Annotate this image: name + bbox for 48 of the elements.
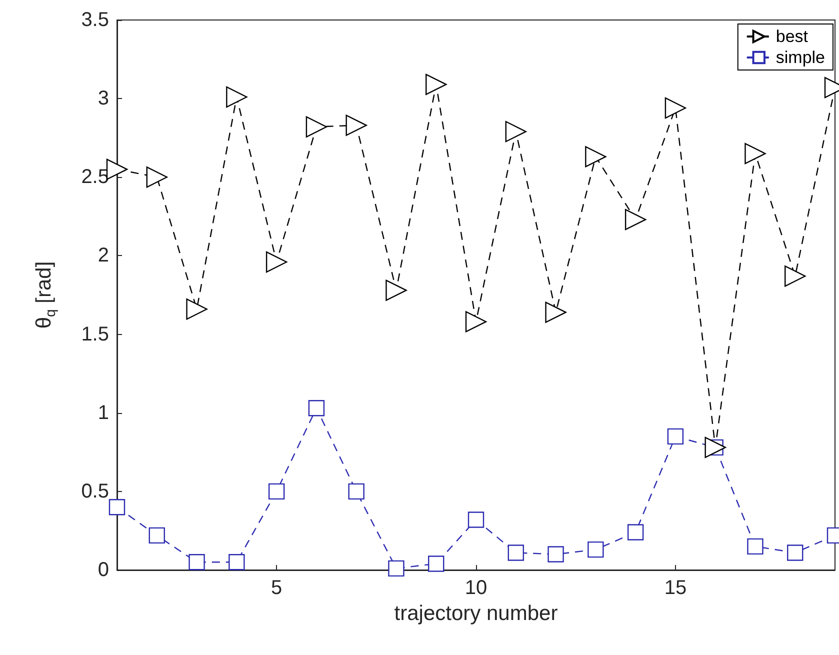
y-tick-label: 3 bbox=[98, 88, 109, 110]
point bbox=[306, 116, 328, 138]
y-axis-title: θq [rad] bbox=[32, 261, 58, 329]
point bbox=[428, 556, 444, 572]
point bbox=[108, 499, 126, 516]
point bbox=[268, 483, 285, 500]
y-tick-label: 1 bbox=[98, 402, 109, 424]
point bbox=[744, 142, 766, 164]
x-tick-label: 5 bbox=[270, 577, 282, 599]
y-tick-label: 3.5 bbox=[81, 9, 109, 31]
point bbox=[188, 554, 205, 570]
point bbox=[426, 74, 447, 96]
point bbox=[545, 302, 566, 323]
y-tick-label: 0 bbox=[98, 559, 109, 581]
point bbox=[787, 544, 804, 561]
point bbox=[548, 546, 564, 562]
point bbox=[508, 544, 524, 561]
point bbox=[308, 400, 325, 416]
y-tick-label: 0.5 bbox=[81, 480, 109, 502]
point bbox=[627, 524, 644, 540]
x-axis-title: trajectory number bbox=[394, 602, 558, 625]
point bbox=[386, 280, 407, 301]
point bbox=[585, 146, 606, 168]
y-tick-label: 2 bbox=[98, 244, 109, 267]
point bbox=[505, 120, 526, 142]
point bbox=[784, 266, 806, 287]
point bbox=[747, 538, 764, 555]
point bbox=[465, 311, 487, 332]
point bbox=[588, 541, 604, 558]
point bbox=[226, 86, 248, 108]
y-tick-label: 1.5 bbox=[81, 323, 109, 346]
point bbox=[266, 251, 288, 273]
point bbox=[106, 158, 128, 180]
point bbox=[667, 428, 684, 445]
legend-label: best bbox=[776, 27, 808, 46]
point bbox=[388, 560, 404, 577]
point bbox=[186, 298, 208, 320]
point bbox=[664, 97, 686, 119]
point bbox=[468, 512, 484, 528]
point bbox=[346, 114, 367, 136]
point bbox=[146, 166, 168, 188]
x-tick-label: 10 bbox=[464, 577, 488, 599]
point bbox=[228, 554, 245, 570]
legend-label: simple bbox=[776, 48, 825, 67]
x-tick-label: 15 bbox=[664, 577, 687, 599]
point bbox=[348, 483, 364, 500]
point bbox=[624, 208, 646, 230]
point bbox=[148, 527, 165, 544]
